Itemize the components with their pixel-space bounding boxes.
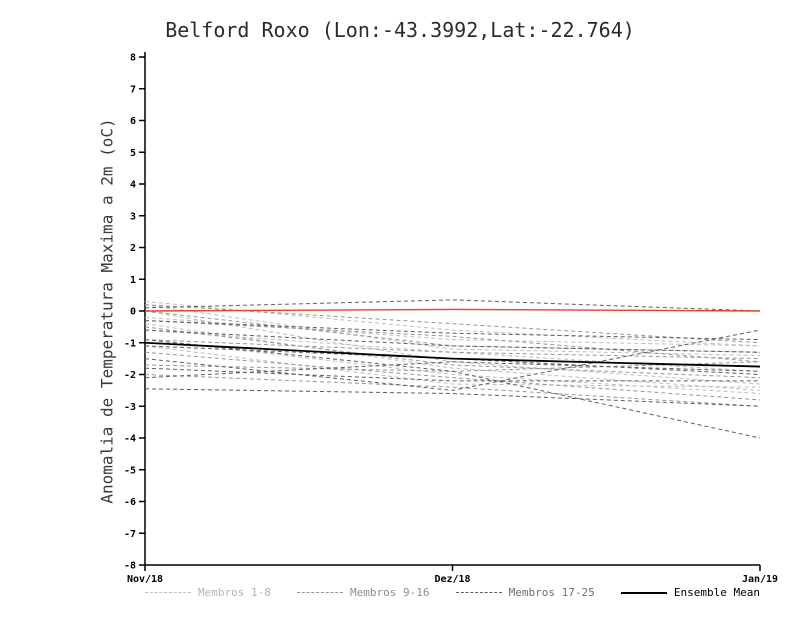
y-tick-label: -5	[124, 465, 136, 476]
x-tick-label: Jan/19	[742, 574, 778, 585]
legend-item-membros-17-25: Membros 17-25	[455, 586, 595, 599]
y-tick-label: 7	[130, 84, 136, 95]
series-membro-16	[144, 374, 761, 407]
series-membro-24	[144, 361, 761, 379]
y-tick-label: 4	[130, 180, 136, 191]
series-membro-5	[144, 323, 761, 391]
y-tick-label: 3	[130, 211, 136, 222]
series-membro-18	[144, 320, 761, 341]
legend-line-swatch	[297, 592, 344, 593]
series-membro-17	[144, 299, 761, 312]
y-tick-label: 5	[130, 148, 136, 159]
series-ensemble-mean	[144, 341, 761, 368]
series-membro-22	[144, 329, 761, 391]
series-membro-14	[144, 351, 761, 401]
series-membro-4	[144, 316, 761, 347]
series-membro-13	[144, 339, 761, 360]
y-tick-label: -2	[124, 370, 136, 381]
chart-title: Belford Roxo (Lon:-43.3992,Lat:-22.764)	[165, 18, 635, 42]
y-tick-label: -1	[124, 338, 136, 349]
legend-label: Membros 17-25	[508, 586, 595, 599]
series-membro-11	[144, 320, 761, 363]
series-membro-21	[144, 345, 761, 375]
series-membro-7	[144, 339, 761, 395]
series-membro-25	[144, 388, 761, 407]
series-membro-8	[144, 345, 761, 388]
y-tick-label: -3	[124, 402, 136, 413]
legend: Membros 1-8 Membros 9-16 Membros 17-25 E…	[145, 586, 760, 599]
y-tick-label: 1	[130, 275, 136, 286]
legend-label: Membros 9-16	[350, 586, 430, 599]
y-tick-label: 6	[130, 116, 136, 127]
series-membro-10	[144, 310, 761, 353]
legend-label: Membros 1-8	[198, 586, 271, 599]
x-tick-label: Dez/18	[434, 574, 470, 585]
y-tick-label: -6	[124, 497, 136, 508]
y-tick-label: -8	[124, 561, 136, 572]
series-membro-1	[144, 300, 761, 347]
legend-item-membros-1-8: Membros 1-8	[145, 586, 271, 599]
series-membro-20	[144, 339, 761, 439]
legend-line-swatch	[145, 592, 191, 593]
series-membro-12	[144, 326, 761, 379]
series-membro-15	[144, 361, 761, 372]
legend-label: Ensemble Mean	[673, 586, 760, 599]
y-tick-label: 8	[130, 53, 136, 64]
y-tick-label: -4	[124, 434, 136, 445]
y-tick-label: -7	[124, 529, 136, 540]
y-tick-label: 2	[130, 243, 136, 254]
legend-item-membros-9-16: Membros 9-16	[297, 586, 430, 599]
y-tick-label: 0	[130, 307, 136, 318]
legend-line-swatch	[455, 592, 502, 593]
x-tick-label: Nov/18	[127, 574, 163, 585]
series-membro-3	[144, 310, 761, 385]
legend-item-ensemble-mean: Ensemble Mean	[620, 586, 760, 599]
legend-line-swatch	[620, 591, 667, 594]
series-reference-zero-line	[144, 308, 761, 312]
series-membro-9	[144, 304, 761, 344]
series-membro-23	[144, 367, 760, 382]
series-membro-2	[144, 304, 761, 356]
